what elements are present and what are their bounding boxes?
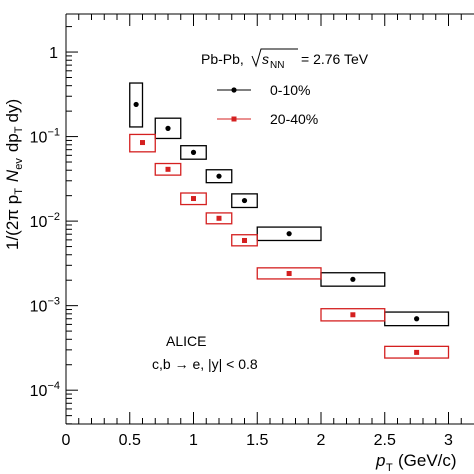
data-point: [350, 276, 356, 282]
legend-marker-20-40: [231, 116, 237, 122]
y-axis-title-sub2: ev: [13, 158, 25, 170]
syst-error-box: [205, 169, 233, 184]
data-point: [286, 271, 292, 277]
legend: Pb-Pb, s NN = 2.76 TeV 0-10% 20-40%: [201, 48, 369, 127]
y-axis-title-part2: N: [3, 169, 22, 182]
syst-error-box: [320, 308, 386, 322]
y-axis-title-part1: 1/(2π p: [3, 195, 22, 250]
y-axis-ticks: 1 10−1 10−2 10−3 10−4: [30, 26, 78, 425]
data-point: [190, 149, 197, 155]
syst-error-box: [129, 82, 144, 128]
y-tick-label: 10−4: [30, 380, 60, 400]
data-point: [140, 140, 145, 146]
x-tick-label: 0: [62, 432, 71, 449]
syst-error-box: [256, 226, 322, 242]
y-tick-label: 10−3: [30, 296, 60, 316]
data-point: [414, 316, 420, 322]
data-point: [286, 231, 292, 237]
experiment-label: ALICE: [166, 333, 206, 349]
x-tick-label: 1: [189, 432, 198, 449]
x-tick-label: 2.5: [374, 432, 396, 449]
syst-error-box: [231, 234, 258, 247]
x-axis-title-p: p: [375, 451, 385, 470]
y-axis-title-sub1: T: [13, 188, 25, 195]
x-axis-title-unit: (GeV/c): [398, 451, 457, 470]
x-tick-label: 3: [444, 432, 453, 449]
x-axis-title-sub: T: [386, 462, 393, 474]
y-axis-title-sub3: T: [13, 126, 25, 133]
x-axis-title: p T (GeV/c): [375, 451, 457, 474]
syst-error-box: [384, 345, 450, 359]
data-point: [191, 196, 196, 202]
syst-error-box: [154, 162, 182, 176]
legend-header-value: = 2.76 TeV: [301, 51, 369, 67]
decay-channel-label: c,b → e, |y| < 0.8: [152, 356, 258, 372]
syst-error-box: [154, 117, 182, 140]
y-axis-title: 1/(2π pTNevdpTdy): [3, 99, 25, 250]
data-point: [165, 166, 171, 172]
plot-frame: [65, 13, 474, 425]
legend-header-s: s: [262, 51, 269, 67]
data-point: [165, 125, 171, 131]
data-point: [216, 173, 222, 179]
x-tick-label: 1.5: [246, 432, 268, 449]
legend-marker-0-10: [231, 87, 237, 93]
legend-label-0-10: 0-10%: [270, 82, 310, 98]
y-tick-label: 10−2: [30, 211, 60, 231]
series-20-40%: [129, 133, 450, 359]
sqrt-symbol: [251, 48, 298, 68]
legend-header-nn: NN: [270, 60, 284, 71]
data-point: [241, 197, 248, 204]
y-tick-label: 10−1: [30, 127, 60, 147]
syst-error-box: [205, 212, 233, 225]
legend-header-label: Pb-Pb,: [201, 51, 244, 67]
legend-label-20-40: 20-40%: [270, 111, 318, 127]
syst-error-box: [129, 133, 156, 153]
data-point: [350, 312, 356, 318]
y-tick-label: 1: [49, 45, 58, 62]
syst-error-box: [180, 145, 207, 160]
syst-error-box: [231, 193, 258, 209]
data-series: [129, 82, 450, 359]
y-axis-title-dp: dp: [3, 133, 22, 152]
syst-error-box: [180, 192, 207, 206]
data-point: [133, 101, 139, 108]
y-axis-title-tail: dy): [3, 99, 22, 123]
data-point: [242, 237, 247, 243]
syst-error-box: [256, 267, 322, 280]
y-axis-title-left: 1/(2π pTNevdpTdy): [3, 99, 25, 250]
data-point: [216, 215, 222, 221]
data-point: [414, 349, 420, 355]
x-tick-label: 0.5: [119, 432, 141, 449]
x-tick-label: 2: [317, 432, 326, 449]
x-axis-ticks: 00.511.522.533.5: [62, 14, 462, 449]
